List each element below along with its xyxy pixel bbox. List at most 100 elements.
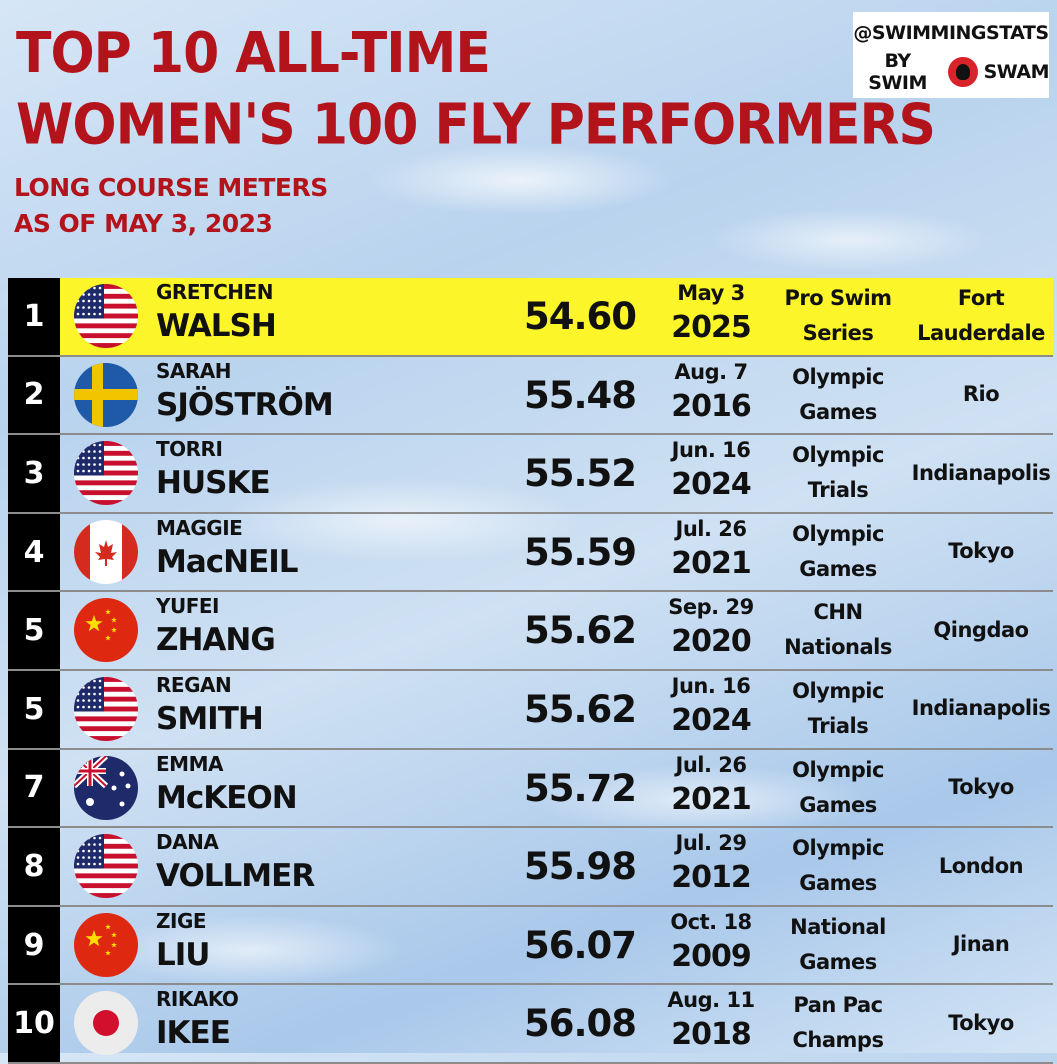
meet-name: Olympic Games: [778, 514, 898, 590]
rank-cell: 8: [8, 828, 60, 905]
rankings-table: 1 GRETCHEN WALSH 54.60 May 3 2025 Pro Sw…: [8, 278, 1053, 1064]
first-name: TORRI: [156, 437, 223, 462]
brand-handle: @SWIMMINGSTATS: [853, 22, 1049, 44]
swim-date: Sep. 29 2020: [666, 592, 756, 662]
swim-time: 55.62: [523, 609, 637, 653]
swim-time: 54.60: [523, 295, 637, 338]
swim-date: Oct. 18 2009: [666, 907, 756, 977]
canada-flag-icon: [74, 519, 138, 584]
rank-cell: 1: [8, 278, 60, 355]
location-line-1: Qingdao: [933, 617, 1029, 642]
location-line-2: Lauderdale: [917, 321, 1045, 345]
rank-cell: 10: [8, 985, 60, 1062]
location: Fort Lauderdale: [910, 278, 1052, 354]
swimswam-logo-icon: [948, 57, 978, 87]
table-row: 10 RIKAKO IKEE 56.08 Aug. 11 2018 Pan Pa…: [8, 985, 1053, 1064]
meet-line-2: Games: [799, 399, 877, 424]
last-name: WALSH: [156, 308, 277, 344]
meet-line-1: Olympic: [792, 443, 884, 468]
swim-date: Jul. 26 2021: [666, 514, 756, 584]
row-body: EMMA McKEON 55.72 Jul. 26 2021 Olympic G…: [60, 750, 1053, 827]
usa-flag-icon: [74, 441, 138, 506]
meet-line-2: Nationals: [784, 635, 892, 660]
location: Tokyo: [910, 985, 1052, 1061]
location-line-1: Indianapolis: [911, 460, 1051, 485]
page-subtitle: LONG COURSE METERS AS OF MAY 3, 2023: [14, 170, 328, 242]
first-name: SARAH: [156, 358, 232, 383]
location-line-1: Rio: [962, 382, 1000, 407]
swim-time: 56.08: [523, 1002, 637, 1046]
meet-name: Pro Swim Series: [778, 278, 898, 354]
rank-cell: 2: [8, 356, 60, 434]
date-month-day: Jun. 16: [671, 673, 751, 698]
meet-line-2: Series: [802, 321, 874, 345]
meet-line-2: Games: [799, 556, 877, 581]
swim-time: 56.07: [523, 923, 637, 967]
swim-time: 55.59: [523, 530, 637, 574]
swim-date: May 3 2025: [666, 278, 756, 348]
rank-cell: 4: [8, 513, 60, 591]
meet-name: Olympic Games: [778, 750, 898, 826]
date-year: 2012: [671, 860, 752, 896]
location-line-1: Indianapolis: [911, 696, 1051, 721]
brand-by-right: SWAM: [983, 61, 1050, 83]
location-line-1: Tokyo: [948, 539, 1014, 564]
date-year: 2020: [671, 624, 752, 660]
subtitle-course: LONG COURSE METERS: [14, 173, 328, 202]
table-row: 8 DANA VOLLMER 55.98 Jul. 29 2012 Olympi…: [8, 828, 1053, 907]
last-name: McKEON: [156, 779, 298, 816]
title-line-2: WOMEN'S 100 FLY PERFORMERS: [16, 92, 936, 158]
date-month-day: Jul. 26: [675, 752, 747, 777]
meet-line-1: Pan Pac: [793, 993, 883, 1018]
first-name: YUFEI: [156, 594, 220, 619]
meet-line-1: CHN: [813, 600, 863, 625]
date-month-day: Sep. 29: [668, 595, 754, 620]
meet-name: National Games: [778, 907, 898, 983]
location: Tokyo: [910, 750, 1052, 826]
row-body: ZIGE LIU 56.07 Oct. 18 2009 National Gam…: [60, 907, 1053, 984]
brand-badge: @SWIMMINGSTATS BY SWIM SWAM: [853, 12, 1050, 98]
table-row: 2 SARAH SJÖSTRÖM 55.48 Aug. 7 2016 Olymp…: [8, 356, 1053, 436]
swim-date: Aug. 11 2018: [666, 985, 756, 1055]
meet-line-1: National: [790, 914, 886, 939]
last-name: SJÖSTRÖM: [156, 386, 334, 423]
date-year: 2016: [671, 388, 752, 424]
first-name: RIKAKO: [156, 987, 239, 1012]
meet-line-2: Games: [799, 949, 877, 974]
swim-time: 55.72: [523, 766, 637, 810]
meet-name: Olympic Trials: [778, 435, 898, 511]
table-row: 5 REGAN SMITH 55.62 Jun. 16 2024 Olympic…: [8, 670, 1053, 750]
swim-time: 55.62: [523, 687, 637, 731]
rank-cell: 7: [8, 749, 60, 827]
swim-time: 55.52: [523, 452, 637, 496]
date-year: 2021: [671, 781, 752, 817]
first-name: MAGGIE: [156, 515, 243, 540]
location: London: [910, 828, 1052, 904]
meet-line-2: Trials: [807, 713, 869, 738]
location: Tokyo: [910, 514, 1052, 590]
date-month-day: Jul. 29: [675, 831, 747, 856]
location: Rio: [910, 357, 1052, 433]
date-month-day: Aug. 11: [667, 988, 755, 1013]
date-year: 2018: [671, 1017, 752, 1053]
last-name: ZHANG: [156, 622, 276, 659]
location-line-1: Jinan: [952, 932, 1010, 957]
rank-cell: 5: [8, 670, 60, 748]
date-month-day: Oct. 18: [670, 909, 752, 934]
date-year: 2009: [671, 938, 752, 974]
location-line-1: Fort: [957, 286, 1005, 310]
table-row: 5 YUFEI ZHANG 55.62 Sep. 29 2020 CHN Nat…: [8, 592, 1053, 671]
last-name: IKEE: [156, 1015, 231, 1052]
date-month-day: Jun. 16: [671, 438, 751, 463]
brand-byline: BY SWIM SWAM: [853, 50, 1049, 94]
sweden-flag-icon: [74, 362, 138, 427]
date-month-day: Jul. 26: [675, 516, 747, 541]
rank-cell: 3: [8, 435, 60, 512]
australia-flag-icon: [74, 755, 138, 820]
date-year: 2024: [671, 467, 752, 503]
meet-line-2: Trials: [807, 478, 869, 503]
location: Indianapolis: [910, 435, 1052, 511]
row-body: YUFEI ZHANG 55.62 Sep. 29 2020 CHN Natio…: [60, 592, 1053, 669]
page-title: TOP 10 ALL-TIME WOMEN'S 100 FLY PERFORME…: [16, 18, 936, 161]
meet-name: Olympic Games: [778, 828, 898, 904]
